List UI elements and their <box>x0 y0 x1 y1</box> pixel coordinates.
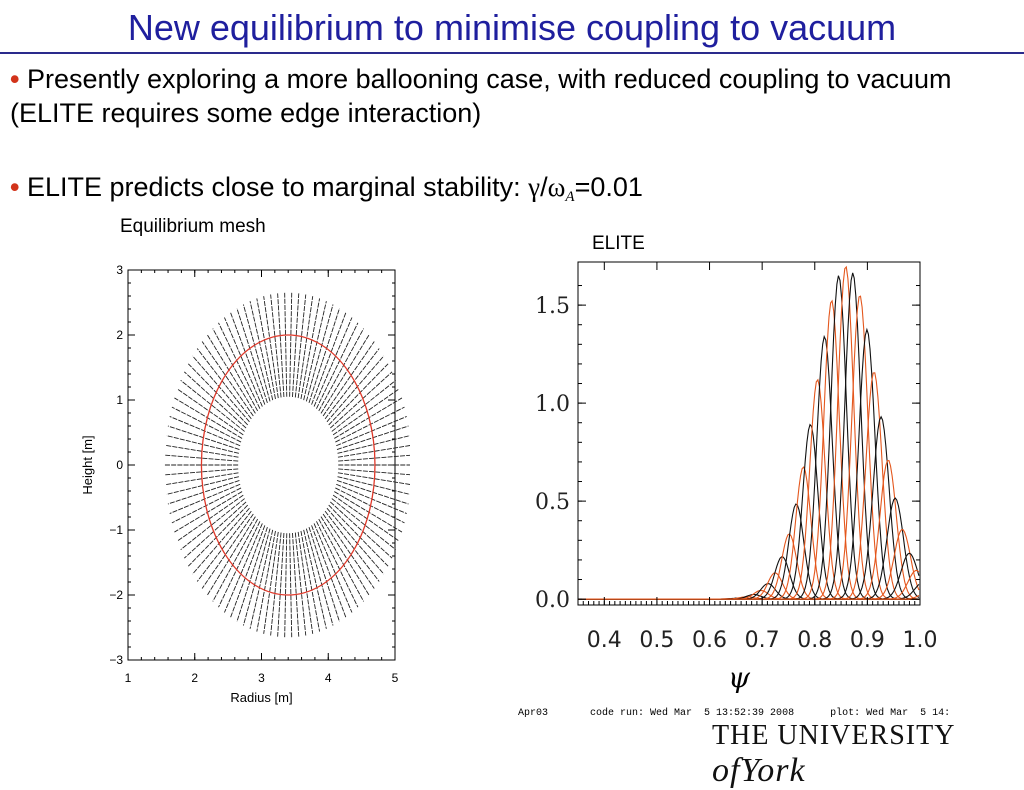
logo-name: York <box>740 752 805 789</box>
mesh-radial-line <box>285 293 287 397</box>
mesh-radial-line <box>218 521 259 607</box>
mesh-radial-line <box>218 323 259 409</box>
elite-harmonic-curve <box>578 337 919 599</box>
mesh-radial-line <box>312 313 346 405</box>
mesh-radial-line <box>306 529 333 626</box>
mesh-radial-line <box>335 488 404 523</box>
equilibrium-mesh-chart: 1 2 3 4 5 −3 −2 −1 0 1 2 3 Radius [m] Height [m] <box>70 255 410 705</box>
bullet-dot: • <box>10 172 19 202</box>
mesh-y-tick-label: 2 <box>116 328 123 342</box>
elite-x-tick-label: 0.7 <box>745 628 780 653</box>
mesh-radial-line <box>306 304 333 401</box>
elite-x-tick-label: 0.9 <box>850 628 885 653</box>
mesh-y-axis-label: Height [m] <box>80 435 95 494</box>
elite-y-tick-label: 1.5 <box>535 294 570 319</box>
mesh-radial-line <box>316 323 357 409</box>
elite-harmonic-curves <box>578 267 919 599</box>
mesh-radial-line <box>338 455 410 461</box>
mesh-y-tick-label: 0 <box>116 458 123 472</box>
mesh-radial-line <box>332 380 396 431</box>
mesh-radial-line <box>290 293 292 397</box>
university-logo: THE UNIVERSITY ofYork <box>712 720 1024 790</box>
mesh-radial-line <box>181 380 245 431</box>
mesh-x-tick-label: 5 <box>392 671 399 685</box>
elite-harmonic-curve <box>578 461 919 599</box>
elite-y-tick-label: 0.0 <box>535 588 570 613</box>
mesh-radial-line <box>335 407 404 442</box>
bullet-1-text: Presently exploring a more ballooning ca… <box>10 64 952 128</box>
elite-x-tick-label: 0.6 <box>692 628 727 653</box>
mesh-radial-line <box>278 293 284 397</box>
mesh-radial-line <box>316 521 357 607</box>
plot-stamp: plot: Wed Mar 5 14: <box>830 708 950 719</box>
bullet-2: • ELITE predicts close to marginal stabi… <box>10 170 1010 214</box>
mesh-radial-line <box>231 313 265 405</box>
slash-symbol: / <box>540 172 548 202</box>
mesh-y-tick-label: −1 <box>109 523 123 537</box>
elite-harmonic-curve <box>578 417 919 599</box>
run-id: Apr03 <box>518 708 548 719</box>
elite-x-axis-label: ψ <box>728 661 751 694</box>
mesh-radial-line <box>290 533 292 637</box>
elite-harmonic-curve <box>578 571 919 600</box>
elite-x-tick-label: 0.8 <box>797 628 832 653</box>
mesh-radial-line <box>243 304 270 401</box>
elite-harmonic-curve <box>578 330 919 599</box>
logo-prefix: THE UNIVERSITY <box>712 720 954 751</box>
mesh-x-axis-label: Radius [m] <box>230 690 292 705</box>
elite-x-tick-label: 0.5 <box>639 628 674 653</box>
mesh-y-tick-label: −3 <box>109 653 123 667</box>
bullet-2-text: ELITE predicts close to marginal stabili… <box>27 172 528 202</box>
mesh-caption: Equilibrium mesh <box>120 216 266 238</box>
elite-chart: 0.0 0.5 1.0 1.5 0.4 0.5 0.6 0.7 0.8 0.9 1.0 ψ <box>505 255 955 700</box>
mesh-radial-line <box>181 499 245 550</box>
mesh-x-tick-label: 4 <box>325 671 332 685</box>
elite-x-tick-label: 1.0 <box>903 628 938 653</box>
mesh-x-tick-label: 3 <box>258 671 265 685</box>
title-underline <box>0 52 1024 54</box>
elite-harmonic-curve <box>578 467 919 599</box>
mesh-radial-line <box>231 525 265 617</box>
slide-title: New equilibrium to minimise coupling to … <box>0 6 1024 50</box>
mesh-radial-line <box>172 488 241 523</box>
mesh-radial-line <box>312 525 346 617</box>
mesh-y-tick-label: −2 <box>109 588 123 602</box>
code-run-stamp: code run: Wed Mar 5 13:52:39 2008 <box>590 708 794 719</box>
mesh-radial-line <box>332 499 396 550</box>
elite-x-tick-label: 0.4 <box>587 628 622 653</box>
elite-y-tick-label: 1.0 <box>535 392 570 417</box>
mesh-y-tick-label: 3 <box>116 263 123 277</box>
mesh-radial-line <box>172 407 241 442</box>
elite-harmonic-curve <box>578 425 919 599</box>
plot-footer: Apr03 code run: Wed Mar 5 13:52:39 2008 … <box>518 708 950 719</box>
elite-caption: ELITE <box>592 233 645 255</box>
omega-symbol: ω <box>548 172 566 202</box>
mesh-x-tick-label: 1 <box>125 671 132 685</box>
mesh-radial-line <box>243 529 270 626</box>
bullet-1: • Presently exploring a more ballooning … <box>10 62 1010 130</box>
mesh-y-tick-label: 1 <box>116 393 123 407</box>
gamma-symbol: γ <box>528 172 540 202</box>
elite-y-tick-label: 0.5 <box>535 490 570 515</box>
mesh-radial-line <box>292 533 298 637</box>
logo-of: of <box>712 752 740 789</box>
bullet-dot: • <box>10 64 19 94</box>
mesh-radial-line <box>285 533 287 637</box>
growth-rate-value: =0.01 <box>575 172 643 202</box>
mesh-radial-line <box>278 533 284 637</box>
mesh-radial-line <box>292 293 298 397</box>
omega-subscript: A <box>565 189 574 205</box>
mesh-radial-line <box>338 469 410 475</box>
mesh-x-tick-label: 2 <box>191 671 198 685</box>
